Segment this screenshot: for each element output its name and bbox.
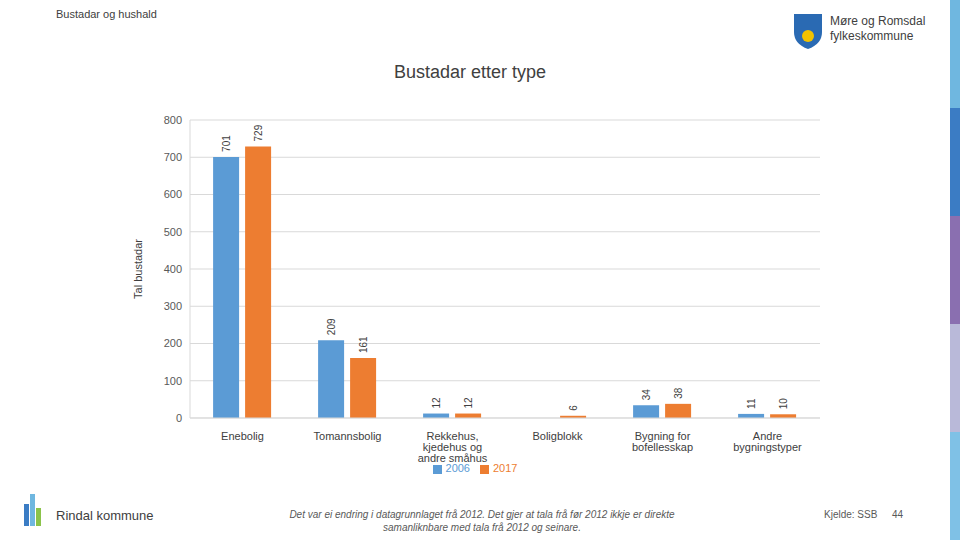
svg-text:600: 600 (164, 188, 182, 200)
svg-text:10: 10 (778, 398, 789, 410)
html-text:2006: 2006 (445, 462, 470, 474)
html-text:fylkeskommune: fylkeskommune (830, 29, 914, 43)
svg-text:161: 161 (358, 336, 369, 353)
svg-text:209: 209 (326, 318, 337, 335)
svg-text:34: 34 (641, 389, 652, 401)
svg-text:Rekkehus,kjedehus ogandre småh: Rekkehus,kjedehus ogandre småhus (418, 430, 488, 464)
svg-text:729: 729 (253, 124, 264, 141)
svg-text:400: 400 (164, 263, 182, 275)
svg-text:300: 300 (164, 300, 182, 312)
svg-text:Boligblokk: Boligblokk (532, 430, 583, 442)
html-text:Det var ei endring i datagrunn: Det var ei endring i datagrunnlaget frå … (289, 509, 675, 533)
svg-text:0: 0 (176, 412, 182, 424)
html-text:Rindal kommune: Rindal kommune (56, 508, 154, 523)
html-text:Møre og Romsdal: Møre og Romsdal (830, 14, 926, 28)
svg-text:12: 12 (431, 397, 442, 409)
svg-text:100: 100 (164, 375, 182, 387)
html-text:Bustadar og hushald: Bustadar og hushald (56, 8, 157, 20)
svg-text:200: 200 (164, 337, 182, 349)
svg-text:6: 6 (568, 405, 579, 411)
svg-text:Bygning forbofellesskap: Bygning forbofellesskap (632, 430, 693, 453)
svg-text:Enebolig: Enebolig (221, 430, 264, 442)
html-text:Bustadar etter type: Bustadar etter type (394, 62, 546, 82)
svg-text:800: 800 (164, 114, 182, 126)
svg-text:Andrebygningstyper: Andrebygningstyper (733, 430, 802, 453)
svg-text:38: 38 (673, 387, 684, 399)
svg-text:Tomannsbolig: Tomannsbolig (314, 430, 382, 442)
svg-text:500: 500 (164, 226, 182, 238)
svg-text:11: 11 (746, 398, 757, 409)
svg-text:701: 701 (221, 135, 232, 152)
html-text:Kjelde: SSB: Kjelde: SSB (824, 509, 878, 520)
svg-text:700: 700 (164, 151, 182, 163)
html-text:2017: 2017 (493, 462, 518, 474)
svg-text:Tal bustadar: Tal bustadar (132, 239, 144, 299)
svg-text:12: 12 (463, 397, 474, 409)
html-text:44: 44 (892, 509, 904, 520)
